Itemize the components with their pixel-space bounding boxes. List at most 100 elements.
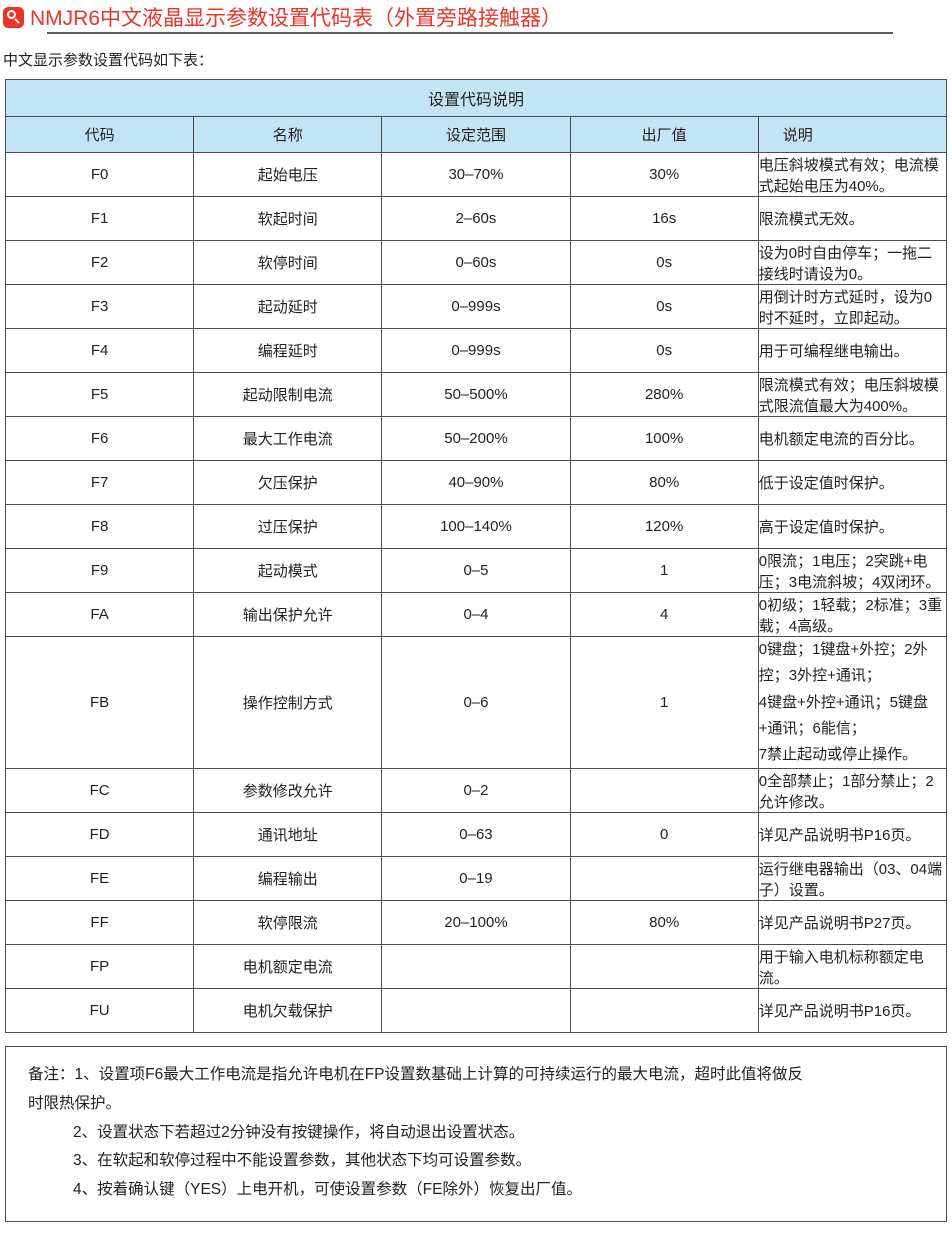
cell-range: 0–6 bbox=[381, 635, 571, 770]
cell-description: 限流模式无效。 bbox=[757, 196, 948, 241]
note-3: 3、在软起和软停过程中不能设置参数，其他状态下均可设置参数。 bbox=[73, 1152, 532, 1170]
column-header-name: 名称 bbox=[193, 116, 383, 153]
page-header: NMJR6中文液晶显示参数设置代码表（外置旁路接触器） bbox=[0, 0, 952, 32]
table-row: F3 起动延时 0–999s 0s 用倒计时方式延时，设为0时不延时，立即起动。 bbox=[4, 284, 948, 329]
cell-description: 电机额定电流的百分比。 bbox=[757, 416, 948, 461]
cell-code: F3 bbox=[4, 284, 195, 329]
cell-range bbox=[381, 988, 571, 1034]
cell-description: 0键盘；1键盘+外控；2外控；3外控+通讯； 4键盘+外控+通讯；5键盘+通讯；6… bbox=[757, 635, 948, 770]
table-row: F8 过压保护 100–140% 120% 高于设定值时保护。 bbox=[4, 504, 948, 549]
cell-factory: 280% bbox=[569, 372, 759, 417]
cell-range: 0–2 bbox=[381, 768, 571, 814]
table-caption: 设置代码说明 bbox=[5, 79, 947, 117]
column-header-range: 设定范围 bbox=[381, 116, 571, 153]
table-row: F1 软起时间 2–60s 16s 限流模式无效。 bbox=[4, 196, 948, 241]
cell-description: 用于输入电机标称额定电流。 bbox=[757, 944, 948, 990]
cell-factory: 0s bbox=[569, 284, 759, 329]
cell-factory: 0 bbox=[569, 812, 759, 858]
table-row: FE 编程输出 0–19 运行继电器输出（03、04端子）设置。 bbox=[4, 856, 948, 902]
cell-range: 20–100% bbox=[381, 900, 571, 946]
cell-range: 2–60s bbox=[381, 196, 571, 241]
note-1-line-2: 时限热保护。 bbox=[28, 1094, 122, 1112]
cell-range: 0–19 bbox=[381, 856, 571, 902]
cell-code: FF bbox=[4, 900, 195, 946]
description-line: 0键盘；1键盘+外控；2外控；3外控+通讯； bbox=[758, 641, 928, 685]
cell-code: F2 bbox=[4, 240, 195, 285]
cell-description: 详见产品说明书P27页。 bbox=[757, 900, 948, 946]
table-row: F4 编程延时 0–999s 0s 用于可编程继电输出。 bbox=[4, 328, 948, 373]
table-row: FB 操作控制方式 0–6 1 0键盘；1键盘+外控；2外控；3外控+通讯； 4键盘+外控… bbox=[4, 635, 948, 770]
cell-range: 0–5 bbox=[381, 548, 571, 593]
cell-code: FA bbox=[4, 592, 195, 637]
cell-description: 0初级；1轻载；2标准；3重载；4高级。 bbox=[757, 592, 948, 637]
cell-range: 30–70% bbox=[381, 152, 571, 197]
cell-factory: 0s bbox=[569, 240, 759, 285]
column-header-description: 说明 bbox=[757, 116, 948, 153]
cell-range: 0–4 bbox=[381, 592, 571, 637]
cell-name: 起始电压 bbox=[193, 152, 383, 197]
cell-description: 运行继电器输出（03、04端子）设置。 bbox=[757, 856, 948, 902]
table-row: FU 电机欠载保护 详见产品说明书P16页。 bbox=[4, 988, 948, 1034]
cell-description: 用倒计时方式延时，设为0时不延时，立即起动。 bbox=[757, 284, 948, 329]
column-header-code: 代码 bbox=[4, 116, 195, 153]
cell-factory: 80% bbox=[569, 900, 759, 946]
cell-factory: 30% bbox=[569, 152, 759, 197]
table-caption-row: 设置代码说明 bbox=[5, 79, 947, 117]
table-row: F9 起动模式 0–5 1 0限流；1电压；2突跳+电压；3电流斜坡；4双闭环。 bbox=[4, 548, 948, 593]
table-row: FC 参数修改允许 0–2 0全部禁止；1部分禁止；2允许修改。 bbox=[4, 768, 948, 814]
cell-description: 限流模式有效；电压斜坡模式限流值最大为400%。 bbox=[757, 372, 948, 417]
cell-code: FC bbox=[4, 768, 195, 814]
cell-name: 参数修改允许 bbox=[193, 768, 383, 814]
notes-box: 备注：1、设置项F6最大工作电流是指允许电机在FP设置数基础上计算的可持续运行的… bbox=[5, 1046, 947, 1222]
table-row: F0 起始电压 30–70% 30% 电压斜坡模式有效；电流模式起始电压为40%。 bbox=[4, 152, 948, 197]
cell-name: 操作控制方式 bbox=[193, 635, 383, 770]
cell-factory bbox=[569, 856, 759, 902]
cell-description: 0全部禁止；1部分禁止；2允许修改。 bbox=[757, 768, 948, 814]
cell-name: 软起时间 bbox=[193, 196, 383, 241]
cell-factory: 0s bbox=[569, 328, 759, 373]
cell-range: 100–140% bbox=[381, 504, 571, 549]
cell-code: F1 bbox=[4, 196, 195, 241]
note-1-line-1: 备注：1、设置项F6最大工作电流是指允许电机在FP设置数基础上计算的可持续运行的… bbox=[28, 1066, 804, 1084]
cell-name: 编程延时 bbox=[193, 328, 383, 373]
cell-code: F4 bbox=[4, 328, 195, 373]
cell-description: 电压斜坡模式有效；电流模式起始电压为40%。 bbox=[757, 152, 948, 197]
cell-name: 电机额定电流 bbox=[193, 944, 383, 990]
cell-range: 0–60s bbox=[381, 240, 571, 285]
table-head: 设置代码说明 代码 名称 设定范围 出厂值 说明 bbox=[4, 79, 948, 153]
cell-description: 低于设定值时保护。 bbox=[757, 460, 948, 505]
cell-name: 过压保护 bbox=[193, 504, 383, 549]
cell-range: 50–500% bbox=[381, 372, 571, 417]
table-row: F7 欠压保护 40–90% 80% 低于设定值时保护。 bbox=[4, 460, 948, 505]
cell-name: 软停时间 bbox=[193, 240, 383, 285]
table-row: F2 软停时间 0–60s 0s 设为0时自由停车；一拖二接线时请设为0。 bbox=[4, 240, 948, 285]
cell-factory: 1 bbox=[569, 635, 759, 770]
cell-range: 0–999s bbox=[381, 328, 571, 373]
code-table-container: 设置代码说明 代码 名称 设定范围 出厂值 说明 F0 起始电压 30–70% 30%… bbox=[4, 79, 948, 1034]
cell-description: 设为0时自由停车；一拖二接线时请设为0。 bbox=[757, 240, 948, 285]
cell-description: 详见产品说明书P16页。 bbox=[757, 988, 948, 1034]
cell-name: 通讯地址 bbox=[193, 812, 383, 858]
cell-factory bbox=[569, 944, 759, 990]
cell-code: F8 bbox=[4, 504, 195, 549]
cell-range: 0–999s bbox=[381, 284, 571, 329]
cell-name: 欠压保护 bbox=[193, 460, 383, 505]
cell-code: F0 bbox=[4, 152, 195, 197]
cell-code: FE bbox=[4, 856, 195, 902]
cell-factory: 100% bbox=[569, 416, 759, 461]
cell-code: FU bbox=[4, 988, 195, 1034]
cell-factory bbox=[569, 768, 759, 814]
table-row: FP 电机额定电流 用于输入电机标称额定电流。 bbox=[4, 944, 948, 990]
intro-text: 中文显示参数设置代码如下表： bbox=[3, 52, 214, 69]
cell-factory bbox=[569, 988, 759, 1034]
table-row: F5 起动限制电流 50–500% 280% 限流模式有效；电压斜坡模式限流值最大为40… bbox=[4, 372, 948, 417]
description-line: 4键盘+外控+通讯；5键盘+通讯；6能信； bbox=[758, 693, 928, 737]
cell-name: 起动延时 bbox=[193, 284, 383, 329]
table-row: FD 通讯地址 0–63 0 详见产品说明书P16页。 bbox=[4, 812, 948, 858]
table-row: FF 软停限流 20–100% 80% 详见产品说明书P27页。 bbox=[4, 900, 948, 946]
table-row: FA 输出保护允许 0–4 4 0初级；1轻载；2标准；3重载；4高级。 bbox=[4, 592, 948, 637]
cell-description: 0限流；1电压；2突跳+电压；3电流斜坡；4双闭环。 bbox=[757, 548, 948, 593]
cell-name: 起动模式 bbox=[193, 548, 383, 593]
cell-code: F7 bbox=[4, 460, 195, 505]
cell-factory: 1 bbox=[569, 548, 759, 593]
